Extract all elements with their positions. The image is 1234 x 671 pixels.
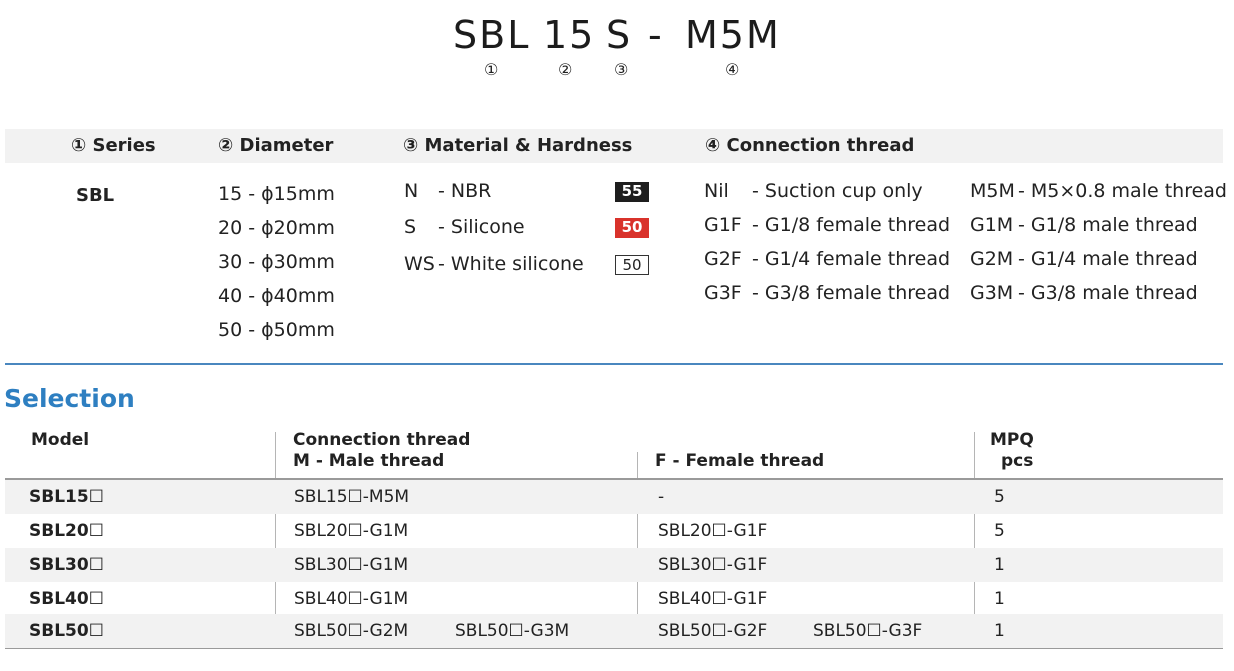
header-connection: Connection thread <box>293 430 471 450</box>
row-mpq: 1 <box>994 621 1005 641</box>
pn-thread: M5M <box>685 13 781 57</box>
material-name: - White silicone <box>438 253 584 275</box>
thread-desc: - M5×0.8 male thread <box>1018 180 1227 202</box>
header-series: ① Series <box>71 135 156 156</box>
row-mpq: 1 <box>994 555 1005 575</box>
material-code: WS <box>404 253 435 275</box>
row-male: SBL30☐-G1M <box>294 555 409 575</box>
part-number-diagram: SBL 15 S - M5M ① ② ③ ④ <box>0 12 1234 92</box>
thread-desc: - G1/8 female thread <box>752 214 951 236</box>
row-model: SBL15☐ <box>29 487 104 507</box>
pn-diameter: 15 <box>543 13 596 57</box>
row-female: SBL20☐-G1F <box>658 521 768 541</box>
pn-marker-3: ③ <box>614 60 629 79</box>
header-mpq-unit: pcs <box>1001 451 1034 471</box>
thread-code: G1M <box>970 214 1014 236</box>
header-mpq: MPQ <box>990 430 1034 450</box>
material-name: - Silicone <box>438 216 525 238</box>
table-row: SBL20☐ SBL20☐-G1M SBL20☐-G1F 5 <box>5 514 1223 548</box>
header-male: M - Male thread <box>293 451 445 471</box>
thread-code: G2M <box>970 248 1014 270</box>
row-model: SBL50☐ <box>29 621 104 641</box>
diameter-item: 30 - ϕ30mm <box>218 251 335 273</box>
row-mpq: 5 <box>994 521 1005 541</box>
pn-marker-2: ② <box>558 60 573 79</box>
table-row: SBL40☐ SBL40☐-G1M SBL40☐-G1F 1 <box>5 582 1223 616</box>
row-female: SBL30☐-G1F <box>658 555 768 575</box>
thread-desc: - G1/8 male thread <box>1018 214 1198 236</box>
series-value: SBL <box>76 185 115 206</box>
row-model: SBL40☐ <box>29 589 104 609</box>
hardness-badge: 55 <box>615 182 649 202</box>
row-male: SBL50☐-G2M <box>294 621 409 641</box>
thread-desc: - Suction cup only <box>752 180 923 202</box>
material-code: N <box>404 180 419 202</box>
section-divider <box>5 363 1223 365</box>
row-male: SBL15☐-M5M <box>294 487 410 507</box>
thread-desc: - G1/4 male thread <box>1018 248 1198 270</box>
table-row: SBL15☐ SBL15☐-M5M - 5 <box>5 480 1223 514</box>
column-divider <box>275 432 276 646</box>
row-male: SBL40☐-G1M <box>294 589 409 609</box>
table-row: SBL30☐ SBL30☐-G1M SBL30☐-G1F 1 <box>5 548 1223 582</box>
header-diameter: ② Diameter <box>218 135 334 156</box>
row-male-alt: SBL50☐-G3M <box>455 621 570 641</box>
pn-dash: - <box>648 13 664 57</box>
header-thread: ④ Connection thread <box>705 135 915 156</box>
row-female: - <box>658 487 665 507</box>
header-female: F - Female thread <box>655 451 825 471</box>
thread-code: M5M <box>970 180 1015 202</box>
selection-table: Model Connection thread M - Male thread … <box>5 428 1223 650</box>
thread-desc: - G1/4 female thread <box>752 248 951 270</box>
pn-series: SBL <box>453 13 531 57</box>
header-underline <box>5 478 1223 480</box>
thread-code: G3F <box>704 282 742 304</box>
row-female: SBL40☐-G1F <box>658 589 768 609</box>
row-female-alt: SBL50☐-G3F <box>813 621 923 641</box>
row-mpq: 1 <box>994 589 1005 609</box>
hardness-badge: 50 <box>615 255 649 275</box>
row-male: SBL20☐-G1M <box>294 521 409 541</box>
diameter-item: 40 - ϕ40mm <box>218 285 335 307</box>
material-code: S <box>404 216 417 238</box>
pn-material: S <box>606 13 633 57</box>
row-female: SBL50☐-G2F <box>658 621 768 641</box>
header-material: ③ Material & Hardness <box>403 135 633 156</box>
thread-desc: - G3/8 female thread <box>752 282 951 304</box>
diameter-item: 50 - ϕ50mm <box>218 319 335 341</box>
row-model: SBL30☐ <box>29 555 104 575</box>
thread-code: G2F <box>704 248 742 270</box>
row-mpq: 5 <box>994 487 1005 507</box>
pn-marker-1: ① <box>484 60 499 79</box>
pn-marker-4: ④ <box>725 60 740 79</box>
material-name: - NBR <box>438 180 492 202</box>
diameter-item: 20 - ϕ20mm <box>218 217 335 239</box>
thread-code: Nil <box>704 180 729 202</box>
row-model: SBL20☐ <box>29 521 104 541</box>
thread-code: G1F <box>704 214 742 236</box>
table-bottom-border <box>5 648 1223 649</box>
thread-code: G3M <box>970 282 1014 304</box>
header-model: Model <box>31 430 90 450</box>
code-table-header: ① Series ② Diameter ③ Material & Hardnes… <box>5 129 1223 163</box>
hardness-badge: 50 <box>615 218 649 238</box>
diameter-item: 15 - ϕ15mm <box>218 183 335 205</box>
table-row: SBL50☐ SBL50☐-G2M SBL50☐-G3M SBL50☐-G2F … <box>5 614 1223 648</box>
thread-desc: - G3/8 male thread <box>1018 282 1198 304</box>
column-divider <box>974 432 975 646</box>
selection-title: Selection <box>4 384 135 413</box>
